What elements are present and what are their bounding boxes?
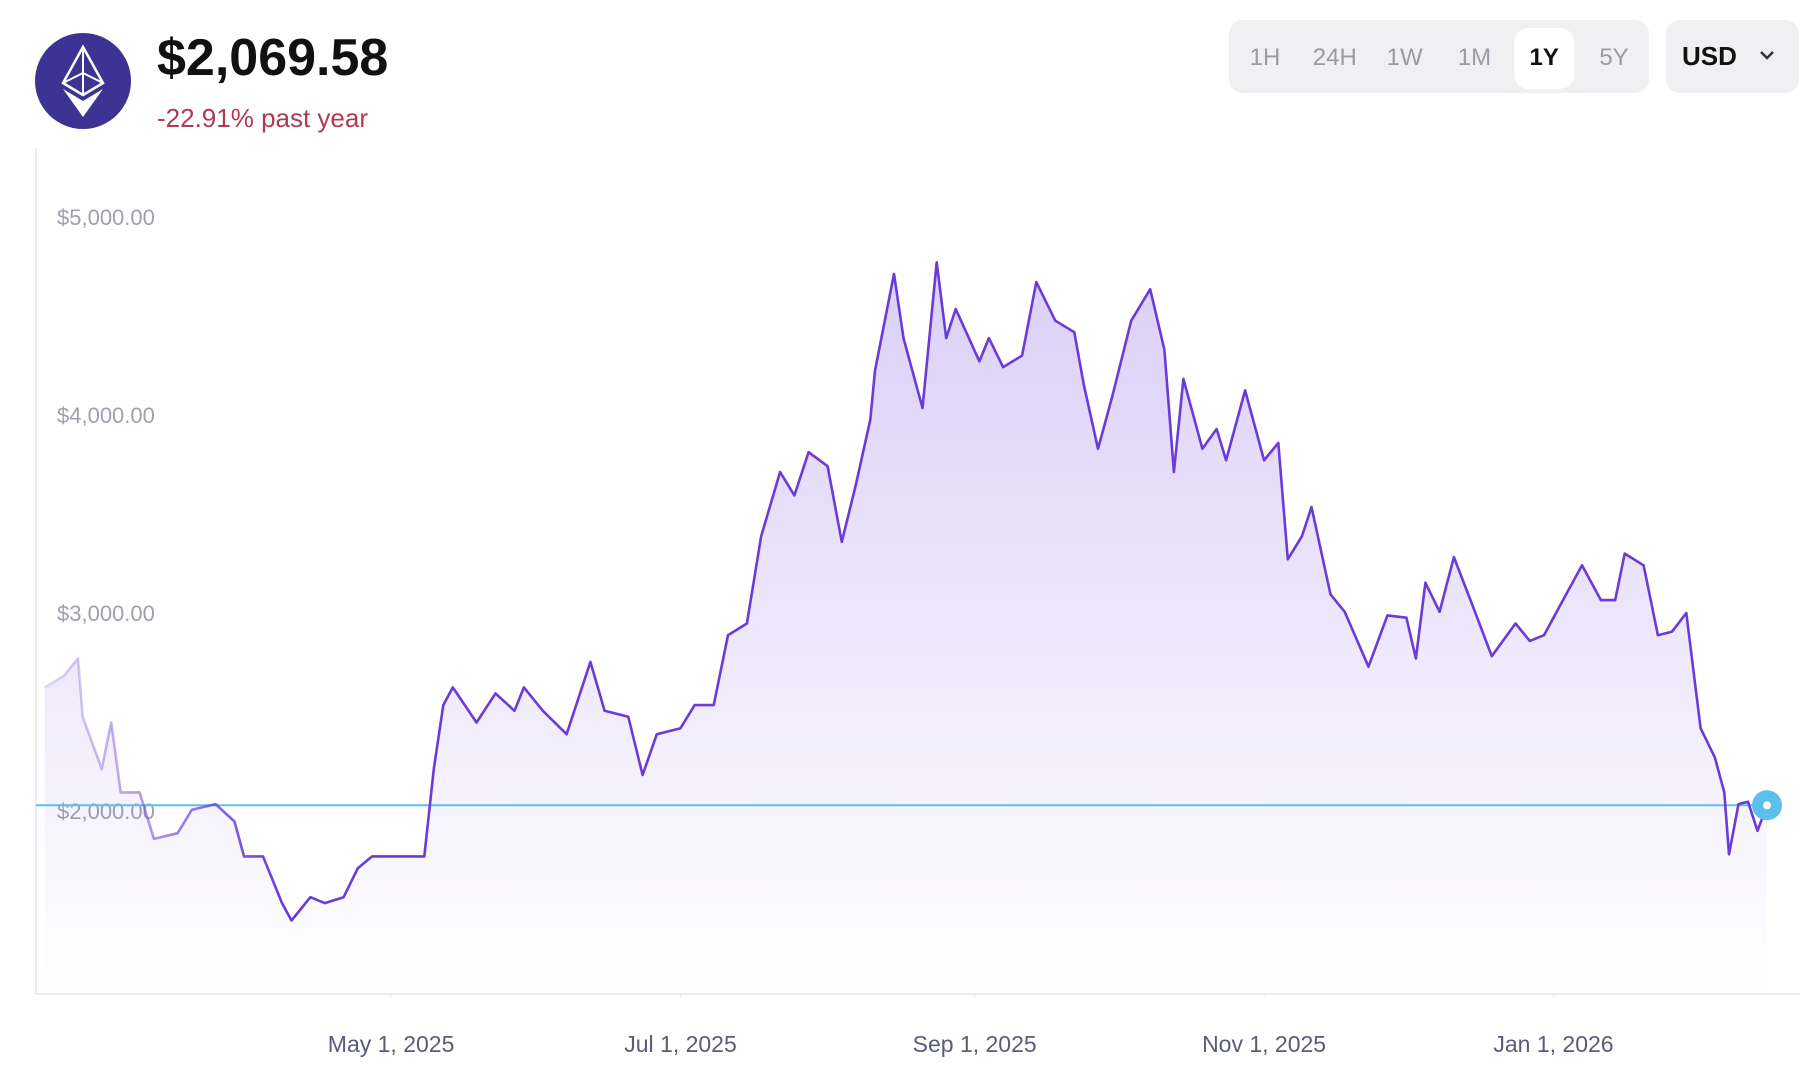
x-tick-label: Jan 1, 2026 [1493,1031,1613,1057]
range-button[interactable]: 24H [1313,44,1357,71]
plot: $2,000.00$3,000.00$4,000.00$5,000.00May … [36,205,1782,1057]
x-tick-label: May 1, 2025 [328,1031,455,1057]
range-button[interactable]: 1Y [1530,44,1559,71]
eth-logo [35,33,131,129]
x-tick-label: Sep 1, 2025 [913,1031,1037,1057]
y-tick-label: $4,000.00 [57,403,155,428]
x-tick-label: Jul 1, 2025 [624,1031,737,1057]
y-tick-label: $3,000.00 [57,601,155,626]
price-change: -22.91% past year [157,103,368,133]
chevron [1760,51,1774,60]
range-buttons: 1H 24H 1W 1M 1Y 5Y [1250,28,1629,89]
price-area [44,262,1768,994]
range-selected-pill[interactable] [1514,28,1575,89]
range-selector [1229,20,1649,93]
currency-box[interactable] [1666,20,1799,93]
price: $2,069.58 [157,29,388,87]
range-button[interactable]: 1H [1250,44,1281,71]
range-button[interactable]: 1M [1458,44,1491,71]
price-line [44,261,1769,922]
currency-label[interactable]: USD [1682,41,1737,71]
current-price-dot-center [1763,801,1771,810]
range-button[interactable]: 5Y [1599,44,1628,71]
y-tick-label: $5,000.00 [57,205,155,230]
x-tick-label: Nov 1, 2025 [1202,1031,1326,1057]
currency-dropdown[interactable]: USD [1666,20,1799,93]
range-button[interactable]: 1W [1387,44,1423,71]
